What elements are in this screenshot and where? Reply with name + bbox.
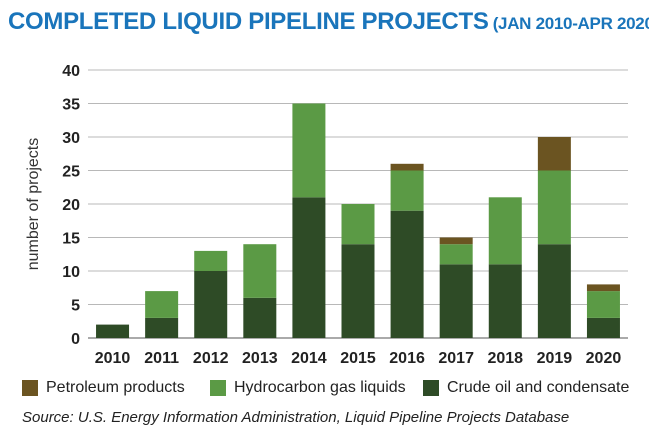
chart-title: COMPLETED LIQUID PIPELINE PROJECTS (JAN …: [8, 8, 649, 36]
bar-crude-2017: [439, 264, 473, 338]
bar-hgl-2016: [390, 170, 424, 211]
bar-crude-2012: [194, 271, 228, 338]
x-tick-label: 2018: [487, 350, 523, 367]
x-tick-label: 2012: [193, 350, 229, 367]
x-tick-label: 2017: [438, 350, 474, 367]
x-tick-label: 2015: [340, 350, 376, 367]
y-tick-label: 15: [62, 231, 80, 248]
y-tick-label: 25: [62, 164, 80, 181]
y-axis-label: number of projects: [25, 138, 42, 271]
legend-item-crude: Crude oil and condensate: [423, 379, 629, 397]
bar-petroleum-2020: [586, 284, 620, 292]
y-tick-label: 40: [62, 63, 80, 80]
bar-petroleum-2016: [390, 163, 424, 171]
bar-hgl-2013: [243, 244, 277, 298]
bar-crude-2013: [243, 297, 277, 338]
y-tick-label: 35: [62, 97, 80, 114]
legend-item-hgl: Hydrocarbon gas liquids: [210, 379, 406, 397]
bar-hgl-2017: [439, 244, 473, 265]
chart-title-sub: (JAN 2010-APR 2020): [492, 14, 649, 33]
legend-label-hgl: Hydrocarbon gas liquids: [234, 379, 406, 396]
x-tick-label: 2016: [389, 350, 425, 367]
legend-swatch-petroleum: [22, 380, 38, 396]
x-tick-label: 2019: [537, 350, 573, 367]
bar-petroleum-2019: [537, 137, 571, 171]
bar-crude-2015: [341, 244, 375, 338]
bar-crude-2016: [390, 210, 424, 338]
bar-crude-2011: [145, 317, 179, 338]
bar-crude-2020: [586, 317, 620, 338]
x-tick-label: 2011: [144, 350, 179, 367]
bar-crude-2014: [292, 197, 326, 338]
legend-item-petroleum: Petroleum products: [22, 379, 185, 397]
bar-hgl-2018: [488, 197, 522, 265]
y-tick-label: 10: [62, 264, 80, 281]
legend-swatch-crude: [423, 380, 439, 396]
x-tick-label: 2020: [586, 350, 622, 367]
x-tick-label: 2010: [95, 350, 131, 367]
bar-hgl-2011: [145, 291, 179, 318]
bar-crude-2018: [488, 264, 522, 338]
bar-hgl-2015: [341, 204, 375, 245]
y-tick-label: 0: [71, 331, 80, 348]
bar-petroleum-2017: [439, 237, 473, 245]
legend-label-crude: Crude oil and condensate: [447, 379, 630, 396]
y-tick-label: 30: [62, 130, 80, 147]
bar-hgl-2019: [537, 170, 571, 245]
bar-hgl-2014: [292, 103, 326, 198]
bar-hgl-2012: [194, 250, 228, 271]
legend-swatch-hgl: [210, 380, 226, 396]
y-tick-label: 5: [71, 298, 80, 315]
bar-crude-2010: [96, 324, 130, 338]
y-tick-label: 20: [62, 197, 80, 214]
legend: Petroleum products Hydrocarbon gas liqui…: [22, 379, 642, 401]
x-tick-label: 2013: [242, 350, 278, 367]
chart-title-main: COMPLETED LIQUID PIPELINE PROJECTS: [8, 8, 489, 35]
bar-crude-2019: [537, 244, 571, 338]
bar-hgl-2020: [586, 291, 620, 318]
legend-label-petroleum: Petroleum products: [46, 379, 185, 396]
source-note: Source: U.S. Energy Information Administ…: [22, 409, 570, 426]
x-tick-label: 2014: [291, 350, 327, 367]
